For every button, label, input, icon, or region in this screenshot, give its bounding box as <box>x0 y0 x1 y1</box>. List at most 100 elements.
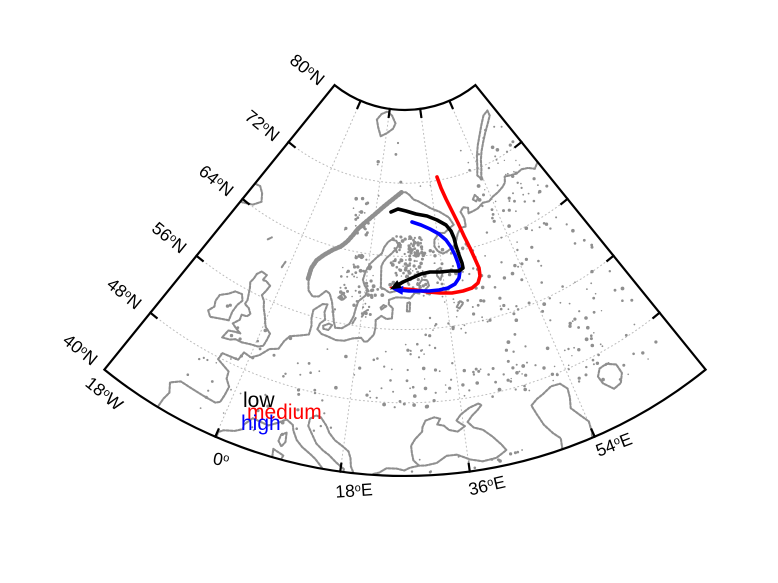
speckle-dot <box>537 184 539 187</box>
speckle-dot <box>440 282 444 286</box>
speckle-dot <box>522 193 525 196</box>
tick-right-64n <box>559 197 570 206</box>
speckle-dot <box>431 250 435 254</box>
speckle-dot <box>613 288 617 292</box>
speckle-dot <box>405 259 407 261</box>
coastline-ireland <box>207 290 244 322</box>
speckle-dot <box>491 213 495 216</box>
speckle-dot <box>362 269 366 273</box>
speckle-dot <box>516 308 520 311</box>
speckle-dot <box>424 282 428 286</box>
speckle-dot <box>462 368 466 373</box>
speckle-dot <box>521 449 523 451</box>
speckle-dot <box>509 452 513 456</box>
coastline-great-britain <box>221 270 272 348</box>
speckle-dot <box>360 196 365 201</box>
speckle-dot <box>402 271 405 275</box>
speckle-dot <box>251 356 255 360</box>
speckle-dot <box>445 391 447 393</box>
speckle-dot <box>457 455 460 458</box>
speckle-dot <box>422 294 425 297</box>
speckle-dot <box>358 268 363 273</box>
coastline-lake-vanern <box>337 292 347 302</box>
coastline-aegean-blacksea-azov <box>372 402 508 476</box>
speckle-dot <box>359 224 363 228</box>
speckle-dot <box>407 271 412 275</box>
speckle-dot <box>346 289 349 293</box>
speckle-dot <box>394 153 398 156</box>
speckle-dot <box>467 161 470 164</box>
speckle-dot <box>573 242 577 245</box>
speckle-dot <box>368 217 370 220</box>
trajectory-arrowhead-low <box>389 280 402 290</box>
speckle-dot <box>590 245 594 249</box>
speckle-dot <box>563 349 566 352</box>
speckle-dot <box>500 236 503 239</box>
speckle-dot <box>524 345 527 348</box>
speckle-dot <box>354 224 357 227</box>
speckle-dot <box>362 306 365 309</box>
speckle-dot <box>599 343 602 346</box>
tick-right-56n <box>605 254 616 263</box>
speckle-dot <box>280 420 285 425</box>
speckle-dot <box>313 391 317 395</box>
speckle-dot <box>578 310 581 313</box>
speckle-dot <box>527 192 530 195</box>
speckle-dot <box>506 359 510 363</box>
speckle-dot <box>515 159 517 162</box>
speckle-dot <box>621 299 624 303</box>
speckle-dot <box>392 260 395 263</box>
speckle-dot <box>186 373 190 377</box>
speckle-dot <box>518 164 521 166</box>
speckle-dot <box>506 172 509 175</box>
speckle-dot <box>474 367 478 371</box>
speckle-dot <box>409 251 413 255</box>
speckle-dot <box>428 316 432 320</box>
speckle-dot <box>404 266 408 270</box>
speckle-dot <box>568 321 572 326</box>
speckle-dot <box>433 346 437 350</box>
speckle-dot <box>531 229 533 232</box>
speckle-dot <box>329 426 333 429</box>
coastline-oland <box>351 315 358 325</box>
speckle-dot <box>296 408 300 412</box>
speckle-dot <box>392 390 395 393</box>
speckle-dot <box>398 248 401 252</box>
speckle-dot <box>461 246 465 250</box>
speckle-dot <box>366 266 370 270</box>
speckle-dot <box>472 373 476 376</box>
speckle-dot <box>402 265 404 267</box>
speckle-dot <box>490 458 494 461</box>
speckle-dot <box>342 266 344 269</box>
speckle-dot <box>408 246 412 250</box>
tick-top-36e <box>418 107 423 119</box>
speckle-dot <box>421 284 425 288</box>
speckle-dot <box>417 282 420 285</box>
speckle-dot <box>502 276 507 280</box>
speckle-dot <box>491 395 494 398</box>
speckle-dot <box>441 295 444 298</box>
speckle-dot <box>395 265 399 269</box>
speckle-dot <box>457 301 461 304</box>
tick-bottom-54e <box>590 427 597 439</box>
speckle-dot <box>215 362 218 364</box>
speckle-dot <box>358 290 362 294</box>
speckle-dot <box>364 311 368 316</box>
speckle-dot <box>417 265 422 269</box>
speckle-dot <box>355 300 359 303</box>
speckle-dot <box>541 309 545 313</box>
speckle-dot <box>352 207 355 209</box>
speckle-dot <box>573 346 575 349</box>
speckle-dot <box>479 368 482 371</box>
speckle-dot <box>447 322 450 325</box>
speckle-dot <box>380 293 385 297</box>
speckle-dot <box>356 265 360 269</box>
speckle-dot <box>206 358 209 362</box>
speckle-dot <box>481 316 483 319</box>
speckle-dot <box>577 326 580 329</box>
speckle-dot <box>403 237 407 241</box>
tick-right-48n <box>651 311 662 320</box>
speckle-dot <box>384 350 387 353</box>
speckle-dot <box>494 380 497 384</box>
